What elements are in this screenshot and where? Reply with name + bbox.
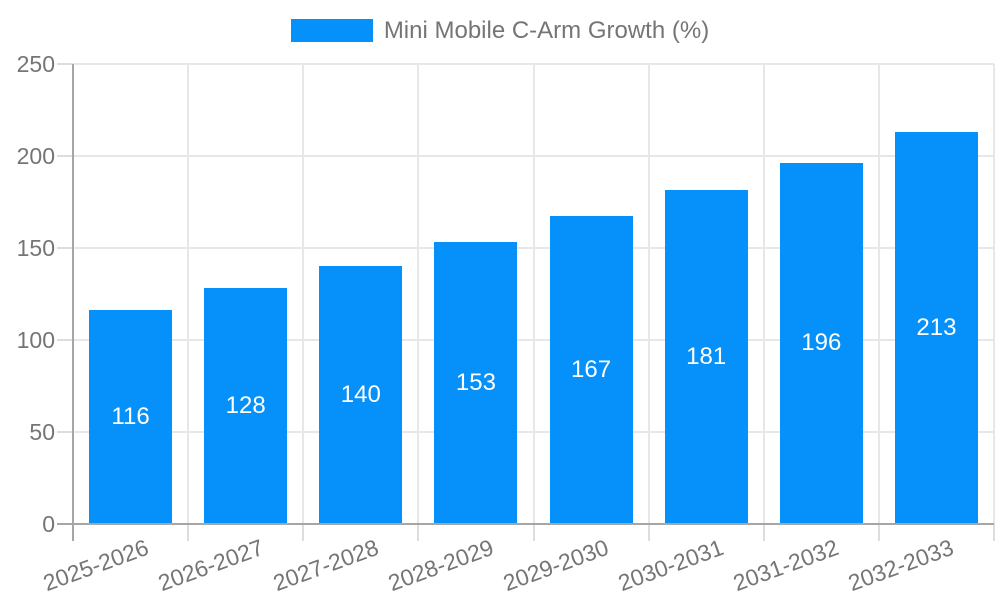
- y-axis-tick: [57, 430, 73, 433]
- x-axis-tick: [993, 523, 995, 541]
- gridline-vertical: [532, 63, 535, 524]
- gridline-vertical: [647, 63, 650, 524]
- gridline-vertical: [993, 63, 995, 524]
- bar-2032-2033[interactable]: [894, 131, 978, 524]
- gridline-vertical: [302, 63, 305, 524]
- y-axis-tick-label: 100: [16, 326, 55, 353]
- legend-swatch: [290, 19, 373, 42]
- bar-2030-2031[interactable]: [664, 190, 748, 524]
- bar-value-label: 213: [916, 313, 957, 341]
- x-axis-tick-label: 2031-2032: [729, 534, 843, 597]
- bar-value-label: 140: [340, 380, 381, 408]
- legend[interactable]: Mini Mobile C-Arm Growth (%): [0, 18, 1000, 43]
- bar-2025-2026[interactable]: [89, 310, 173, 524]
- gridline-vertical: [417, 63, 420, 524]
- x-axis-tick: [187, 523, 190, 541]
- x-axis-tick-label: 2029-2030: [499, 534, 612, 597]
- x-axis-tick: [762, 523, 765, 541]
- x-axis-tick-label: 2025-2026: [39, 534, 152, 597]
- x-axis-line: [57, 522, 994, 525]
- x-axis-tick: [647, 523, 650, 541]
- gridline-vertical: [187, 63, 190, 524]
- gridline-vertical: [762, 63, 765, 524]
- legend-label: Mini Mobile C-Arm Growth (%): [383, 17, 710, 44]
- bar-value-label: 196: [801, 329, 842, 357]
- x-axis-tick-label: 2028-2029: [384, 534, 497, 597]
- x-axis-tick-label: 2030-2031: [614, 534, 728, 597]
- bar-2028-2029[interactable]: [434, 241, 518, 524]
- x-axis-tick: [302, 523, 305, 541]
- y-axis-tick-label: 200: [16, 142, 55, 169]
- bar-2026-2027[interactable]: [204, 287, 288, 524]
- bar-value-label: 128: [225, 391, 266, 419]
- y-axis-tick-label: 50: [29, 418, 55, 445]
- y-axis-tick-label: 150: [16, 234, 55, 261]
- x-axis-tick: [417, 523, 420, 541]
- bar-value-label: 167: [571, 355, 612, 383]
- x-axis-tick: [532, 523, 535, 541]
- gridline-vertical: [877, 63, 880, 524]
- bar-2031-2032[interactable]: [779, 162, 863, 524]
- bar-value-label: 181: [686, 342, 727, 370]
- y-axis-tick-label: 250: [16, 50, 55, 77]
- x-axis-tick-label: 2026-2027: [154, 534, 267, 597]
- y-axis-tick-label: 0: [42, 510, 55, 537]
- y-axis-tick: [57, 62, 73, 65]
- x-axis-tick-label: 2032-2033: [845, 534, 958, 597]
- x-axis-tick: [877, 523, 880, 541]
- y-axis-tick: [57, 246, 73, 249]
- bar-2027-2028[interactable]: [319, 265, 403, 524]
- bar-value-label: 116: [111, 402, 150, 430]
- bar-2029-2030[interactable]: [549, 216, 633, 524]
- bar-value-label: 153: [455, 368, 496, 396]
- y-axis-line: [72, 63, 74, 541]
- y-axis-tick: [57, 338, 73, 341]
- x-axis-tick-label: 2027-2028: [269, 534, 382, 597]
- y-axis-tick: [57, 154, 73, 157]
